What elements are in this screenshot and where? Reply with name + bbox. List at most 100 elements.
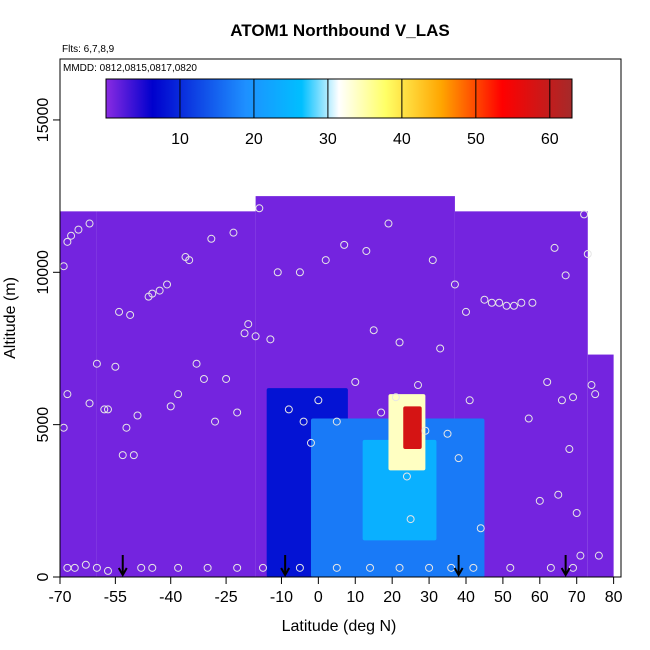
sample-point bbox=[576, 551, 585, 560]
colorbar: 10 20 30 40 50 60 bbox=[105, 78, 573, 148]
sample-point bbox=[295, 563, 304, 572]
sample-point bbox=[395, 338, 404, 347]
heatmap-coverage-cell bbox=[587, 354, 614, 577]
colorbar-tick-label: 40 bbox=[393, 131, 411, 148]
y-tick-label: 15000 bbox=[35, 98, 52, 143]
sample-point bbox=[565, 445, 574, 454]
sample-point bbox=[454, 454, 463, 463]
sample-point bbox=[391, 393, 400, 402]
sample-point bbox=[155, 286, 164, 295]
sample-points bbox=[60, 204, 603, 575]
sample-point bbox=[163, 280, 172, 289]
colorbar-tick-label: 60 bbox=[541, 131, 559, 148]
sample-point bbox=[351, 377, 360, 386]
x-axis: -70 -55 -40 -25 -10 0 10 20 30 40 50 60 70 80 bbox=[48, 577, 623, 606]
sample-point bbox=[321, 256, 330, 265]
sample-point bbox=[314, 396, 323, 405]
sample-point bbox=[63, 390, 72, 399]
x-tick-label: -10 bbox=[270, 589, 293, 606]
sample-point bbox=[569, 393, 578, 402]
sample-point bbox=[543, 377, 552, 386]
sample-point bbox=[377, 408, 386, 417]
sample-point bbox=[306, 438, 315, 447]
sample-point bbox=[74, 225, 83, 234]
x-tick-label: 60 bbox=[531, 589, 549, 606]
sample-point bbox=[366, 563, 375, 572]
sample-point bbox=[436, 344, 445, 353]
sample-point bbox=[103, 566, 112, 575]
sample-point bbox=[100, 405, 109, 414]
sample-point bbox=[340, 240, 349, 249]
sample-point bbox=[133, 411, 142, 420]
sample-point bbox=[126, 310, 135, 319]
sample-point bbox=[203, 563, 212, 572]
sample-point bbox=[192, 359, 201, 368]
x-tick-label: -40 bbox=[159, 589, 182, 606]
latitude-marker-arrow bbox=[560, 555, 571, 578]
x-tick-label: 80 bbox=[605, 589, 623, 606]
sample-point bbox=[137, 563, 146, 572]
sample-point bbox=[572, 509, 581, 518]
sample-point bbox=[495, 298, 504, 307]
y-tick-label: 5000 bbox=[35, 407, 52, 443]
sample-point bbox=[92, 359, 101, 368]
sample-point bbox=[535, 496, 544, 505]
colorbar-tick-label: 20 bbox=[245, 131, 263, 148]
dates-subtitle: MMDD: 0812,0815,0817,0820 bbox=[63, 63, 197, 74]
sample-point bbox=[166, 402, 175, 411]
latitude-marker-arrow bbox=[280, 555, 291, 578]
sample-point bbox=[406, 515, 415, 524]
x-tick-label: 70 bbox=[568, 589, 586, 606]
heatmap-feature-cell bbox=[403, 406, 422, 450]
sample-point bbox=[450, 280, 459, 289]
latitude-marker-arrow bbox=[453, 555, 464, 578]
sample-point bbox=[546, 563, 555, 572]
sample-point bbox=[447, 563, 456, 572]
x-tick-label: 20 bbox=[383, 589, 401, 606]
sample-point bbox=[506, 563, 515, 572]
sample-point bbox=[115, 307, 124, 316]
sample-point bbox=[244, 320, 253, 329]
sample-point bbox=[384, 219, 393, 228]
chart-title: ATOM1 Northbound V_LAS bbox=[230, 21, 449, 40]
sample-point bbox=[425, 563, 434, 572]
sample-point bbox=[255, 204, 264, 213]
x-tick-label: 30 bbox=[420, 589, 438, 606]
sample-point bbox=[199, 374, 208, 383]
sample-point bbox=[428, 256, 437, 265]
sample-point bbox=[524, 414, 533, 423]
sample-point bbox=[92, 563, 101, 572]
sample-point bbox=[554, 490, 563, 499]
sample-point bbox=[129, 451, 138, 460]
sample-point bbox=[480, 295, 489, 304]
x-tick-label: -55 bbox=[104, 589, 127, 606]
sample-point bbox=[557, 396, 566, 405]
sample-point bbox=[569, 563, 578, 572]
sample-point bbox=[229, 228, 238, 237]
sample-point bbox=[148, 563, 157, 572]
x-tick-label: 0 bbox=[314, 589, 323, 606]
sample-point bbox=[174, 563, 183, 572]
sample-point bbox=[580, 210, 589, 219]
sample-point bbox=[469, 563, 478, 572]
sample-point bbox=[174, 390, 183, 399]
sample-point bbox=[517, 298, 526, 307]
sample-point bbox=[233, 408, 242, 417]
sample-point bbox=[332, 417, 341, 426]
sample-point bbox=[67, 231, 76, 240]
sample-point bbox=[299, 417, 308, 426]
sample-point bbox=[550, 243, 559, 252]
sample-point bbox=[594, 551, 603, 560]
sample-point bbox=[369, 326, 378, 335]
sample-point bbox=[583, 250, 592, 259]
sample-point bbox=[465, 396, 474, 405]
latitude-markers bbox=[117, 555, 571, 578]
y-axis-label: Altitude (m) bbox=[2, 277, 19, 359]
sample-point bbox=[251, 332, 260, 341]
sample-point bbox=[362, 246, 371, 255]
heatmap-coverage-cell bbox=[60, 211, 97, 577]
sample-point bbox=[111, 362, 120, 371]
sample-point bbox=[211, 417, 220, 426]
sample-point bbox=[258, 563, 267, 572]
